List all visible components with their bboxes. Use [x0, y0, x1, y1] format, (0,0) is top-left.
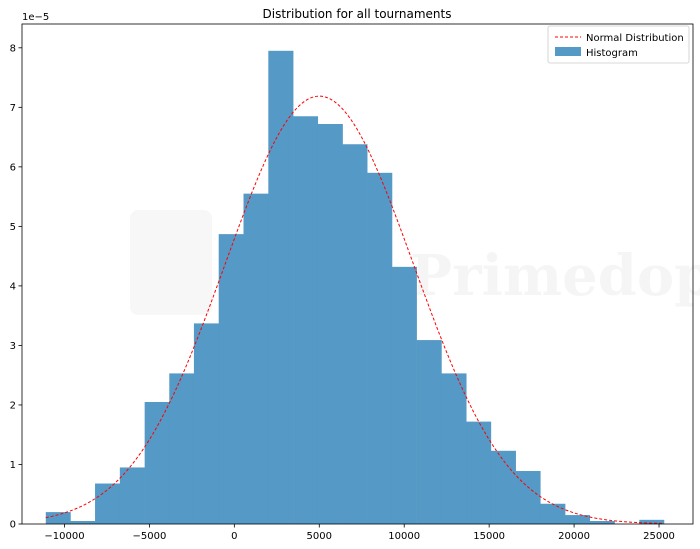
watermark-text: Primedope [410, 243, 700, 309]
histogram-bar [169, 373, 195, 524]
histogram-bar [639, 519, 665, 524]
x-tick-label: 25000 [643, 531, 675, 542]
y-tick-label: 4 [10, 281, 16, 292]
x-axis: −10000 −5000 0 5000 10000 15000 20000 25000 [44, 524, 675, 542]
y-tick-label: 3 [10, 341, 16, 352]
x-tick-label: 10000 [388, 531, 420, 542]
histogram-bar [466, 421, 492, 524]
plot-area: −10000 −5000 0 5000 10000 15000 20000 25000 0 1 2… [10, 23, 694, 542]
histogram-bar [144, 401, 170, 524]
histogram-bar [540, 503, 566, 524]
legend-box [547, 25, 690, 64]
legend-bar-swatch [555, 47, 581, 56]
legend-label-normal: Normal Distribution [586, 33, 684, 44]
y-axis: 0 1 2 3 4 5 6 7 8 [10, 43, 22, 531]
histogram-bar [243, 193, 269, 524]
histogram-bar [70, 521, 96, 524]
histogram-bar [565, 515, 591, 524]
histogram-bar [342, 144, 368, 525]
histogram-bar [95, 483, 121, 524]
chart-title: Distribution for all tournaments [263, 7, 452, 21]
y-tick-label: 2 [10, 400, 16, 411]
x-tick-label: 0 [231, 531, 237, 542]
histogram-bar [293, 116, 319, 524]
x-tick-label: 5000 [307, 531, 332, 542]
y-tick-label: 6 [10, 162, 16, 173]
y-tick-label: 7 [10, 103, 16, 114]
histogram-bar [119, 467, 145, 524]
histogram-bar [490, 450, 516, 524]
histogram-bar [441, 373, 467, 524]
legend: Normal Distribution Histogram [547, 25, 690, 64]
x-tick-label: −10000 [44, 531, 84, 542]
histogram-bar [317, 124, 343, 524]
x-tick-label: 15000 [473, 531, 505, 542]
histogram-bar [589, 521, 615, 524]
histogram-bar [515, 471, 541, 524]
y-tick-label: 8 [10, 43, 16, 54]
x-tick-label: 20000 [558, 531, 590, 542]
histogram-bar [391, 266, 417, 524]
y-tick-label: 0 [10, 520, 16, 531]
normal-distribution-curve [45, 95, 664, 524]
legend-label-histogram: Histogram [586, 48, 638, 59]
y-tick-label: 5 [10, 222, 16, 233]
axes-frame [21, 23, 694, 525]
y-axis-scale-label: 1e−5 [22, 12, 49, 23]
histogram-bar [45, 512, 71, 524]
histogram-bar [218, 234, 244, 524]
y-tick-label: 1 [10, 460, 16, 471]
histogram-bar [416, 340, 442, 524]
histogram-bar [367, 172, 393, 524]
x-tick-label: −5000 [132, 531, 166, 542]
histogram-bar [268, 50, 294, 524]
histogram-bar [193, 323, 220, 524]
